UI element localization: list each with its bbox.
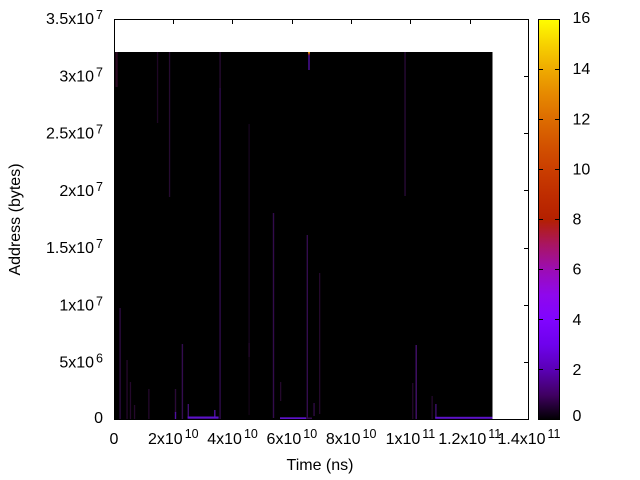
svg-text:8: 8	[573, 212, 582, 229]
svg-text:2: 2	[573, 362, 582, 379]
svg-text:0: 0	[94, 410, 103, 427]
svg-text:0: 0	[110, 431, 119, 448]
svg-text:10: 10	[573, 161, 591, 178]
svg-text:Time (ns): Time (ns)	[287, 457, 354, 474]
svg-text:4: 4	[573, 312, 582, 329]
svg-text:14: 14	[573, 61, 591, 78]
svg-text:6: 6	[573, 262, 582, 279]
svg-text:12: 12	[573, 111, 591, 128]
svg-text:0: 0	[573, 408, 582, 425]
svg-text:16: 16	[573, 10, 591, 27]
svg-text:Address (bytes): Address (bytes)	[7, 163, 24, 275]
